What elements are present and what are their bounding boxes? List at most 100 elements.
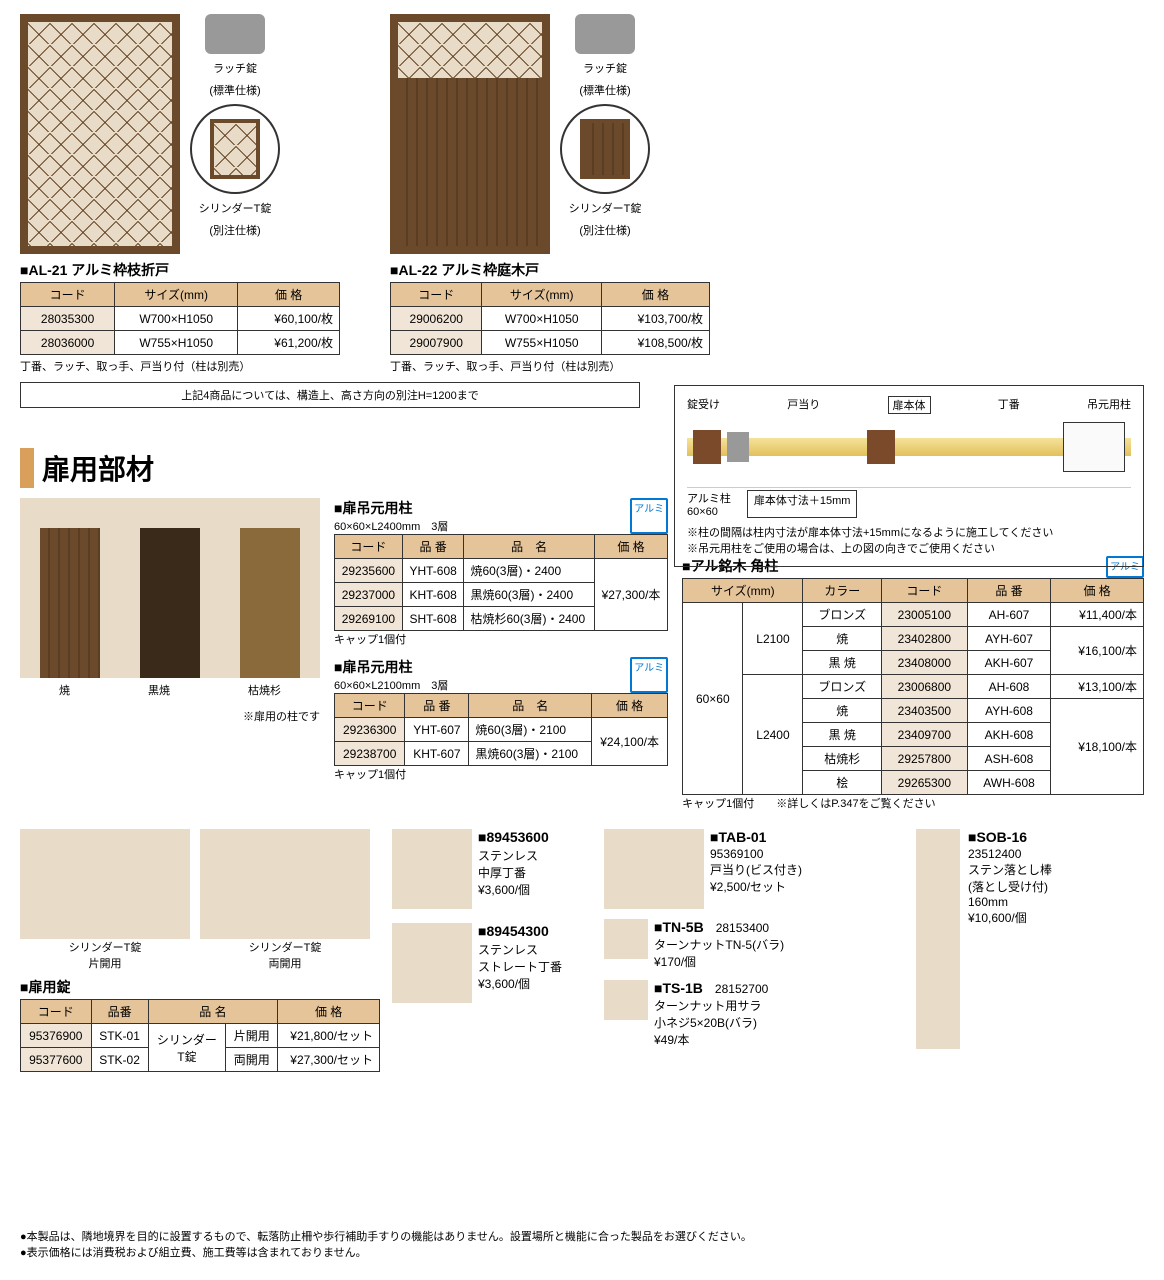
cell: L2100 [743,603,803,675]
cell: 95377600 [21,1048,92,1072]
th: コード [881,579,967,603]
locks-table: コード品番品 名価 格 95376900STK-01シリンダー T錠片開用¥21… [20,999,380,1072]
cell: 焼 [803,699,882,723]
cell: KHT-607 [405,742,469,766]
p2100-title: ■扉吊元用柱 [334,659,412,675]
cell: 焼60(3層)・2400 [464,559,594,583]
cell: W755×H1050 [115,331,238,355]
install-diagram: 錠受け 戸当り 扉本体 丁番 吊元用柱 アルミ柱60×60 扉本体寸法＋15mm… [674,385,1144,567]
dlbl: 60×60 [687,506,718,518]
cell: ¥61,200/枚 [238,331,340,355]
tab-price: ¥2,500/セット [710,878,802,895]
kakuchu-block: ■アル銘木 角柱 アルミ サイズ(mm) カラー コード 品 番 価 格 60×… [682,556,1144,811]
hinge2-img [392,923,472,1003]
foot-l2: ●表示価格には消費税および組立費、施工費等は含まれておりません。 [20,1244,1144,1260]
cell: 23408000 [881,651,967,675]
pillar2100-table: コード品 番品 名価 格 29236300YHT-607焼60(3層)・2100… [334,693,668,766]
p2100-foot: キャップ1個付 [334,766,668,782]
ts1b-name2: 小ネジ5×20B(バラ) [654,1014,768,1031]
cell: ASH-608 [967,747,1050,771]
th: 品 名 [464,535,594,559]
cell: AKH-608 [967,723,1050,747]
p2400-foot: キャップ1個付 [334,631,668,647]
cell: 29235600 [335,559,403,583]
latch-label: ラッチ錠 [583,60,627,76]
cell: 29238700 [335,742,405,766]
posts-image: 焼 黒焼 枯焼杉 ※扉用の柱です [20,498,320,724]
product-al22: ラッチ錠 (標準仕様) シリンダーT錠 (別注仕様) ■AL-22 アルミ枠庭木… [390,14,730,374]
diag-note1: ※柱の間隔は柱内寸法が扉本体寸法+15mmになるように施工してください [687,524,1131,540]
cell: 23402800 [881,627,967,651]
hinges-block: ■89453600 ステンレス 中厚丁番 ¥3,600/個 ■89454300 … [392,829,592,1003]
cyl-sub: (別注仕様) [579,222,630,238]
cell: ¥13,100/本 [1051,675,1144,699]
cell: 黒焼60(3層)・2400 [464,583,594,607]
cell: 23409700 [881,723,967,747]
cell: 両開用 [226,1048,278,1072]
foot-l1: ●本製品は、隣地境界を目的に設置するもので、転落防止柵や歩行補助手すりの機能はあ… [20,1228,1144,1244]
cell: 焼 [803,627,882,651]
tn5b-img [604,919,648,959]
cell: 29006200 [391,307,482,331]
al21-image [20,14,180,254]
cell: 29257800 [881,747,967,771]
cell: 95376900 [21,1024,92,1048]
kakuchu-foot: キャップ1個付 ※詳しくはP.347をご覧ください [682,795,1144,811]
latch-icon [205,14,265,54]
alumi-badge: アルミ [630,498,668,534]
tn5b-price: ¥170/個 [654,953,784,970]
cell: ブロンズ [803,603,882,627]
al22-image [390,14,550,254]
ts1b-code: 28152700 [715,982,768,996]
diag-note2: ※吊元用柱をご使用の場合は、上の図の向きでご使用ください [687,540,1131,556]
cell: 29236300 [335,718,405,742]
cell: W755×H1050 [482,331,601,355]
cell: 23005100 [881,603,967,627]
cell: ¥18,100/本 [1051,699,1144,795]
lock1-s: 片開用 [20,955,190,971]
cell: SHT-608 [402,607,464,631]
th: 品 番 [402,535,464,559]
dlbl: 丁番 [998,396,1020,414]
al21-note: 丁番、ラッチ、取っ手、戸当り付（柱は別売） [20,358,360,374]
ts1b-part: ■TS-1B [654,980,703,996]
th-price: 価 格 [601,283,709,307]
cyl-label: シリンダーT錠 [199,200,272,216]
lock-img-1 [20,829,190,939]
latch-sub: (標準仕様) [209,82,260,98]
th-size: サイズ(mm) [115,283,238,307]
th-size: サイズ(mm) [482,283,601,307]
h1-code: ■89453600 [478,829,549,845]
lock2-t: シリンダーT錠 [200,939,370,955]
section-title-text: 扉用部材 [42,454,154,485]
th: コード [21,1000,92,1024]
ts1b-name: ターンナット用サラ [654,997,768,1014]
th: 価 格 [594,535,667,559]
th: 品 名 [148,1000,278,1024]
cell: 片開用 [226,1024,278,1048]
cell: STK-01 [91,1024,148,1048]
height-note: 上記4商品については、構造上、高さ方向の別注H=1200まで [20,382,640,408]
cell: ブロンズ [803,675,882,699]
tab-img [604,829,704,909]
latch-icon [575,14,635,54]
cell: W700×H1050 [115,307,238,331]
al22-title: ■AL-22 アルミ枠庭木戸 [390,260,730,280]
cyl-sub: (別注仕様) [209,222,260,238]
cell: AYH-608 [967,699,1050,723]
lbl: 枯焼杉 [248,682,281,698]
tab-part: ■TAB-01 [710,829,802,845]
al22-note: 丁番、ラッチ、取っ手、戸当り付（柱は別売） [390,358,730,374]
sob-size: 160mm [968,895,1052,909]
cell: ¥103,700/枚 [601,307,709,331]
th: コード [335,535,403,559]
cell: シリンダー T錠 [148,1024,226,1072]
cell: W700×H1050 [482,307,601,331]
small-parts-block: ■TAB-01 95369100 戸当り(ビス付き) ¥2,500/セット ■T… [604,829,904,1048]
dlbl: アルミ柱 [687,493,731,505]
cell: ¥108,500/枚 [601,331,709,355]
sob-name2: (落とし受け付) [968,878,1052,895]
cell: 28036000 [21,331,115,355]
ts1b-price: ¥49/本 [654,1031,768,1048]
al22-table: コードサイズ(mm)価 格 29006200W700×H1050¥103,700… [390,282,710,355]
